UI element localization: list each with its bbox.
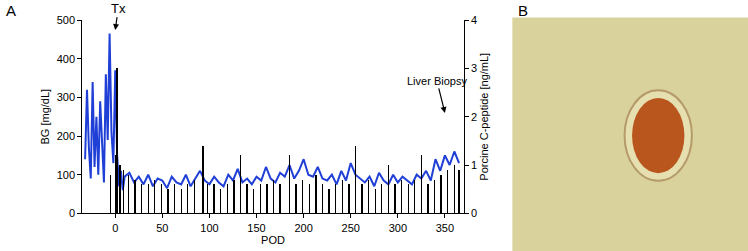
- svg-text:300: 300: [389, 222, 407, 234]
- svg-text:Tx: Tx: [111, 1, 126, 16]
- svg-text:250: 250: [342, 222, 360, 234]
- svg-text:3: 3: [471, 62, 477, 74]
- svg-text:Porcine C-peptide [ng/mL]: Porcine C-peptide [ng/mL]: [478, 53, 490, 181]
- svg-text:BG [mg/dL]: BG [mg/dL]: [39, 89, 51, 145]
- svg-text:B: B: [518, 2, 528, 19]
- svg-text:POD: POD: [261, 234, 285, 246]
- svg-text:50: 50: [156, 222, 168, 234]
- svg-text:0: 0: [69, 207, 75, 219]
- svg-text:300: 300: [57, 91, 75, 103]
- svg-text:1: 1: [471, 159, 477, 171]
- svg-text:4: 4: [471, 14, 477, 26]
- svg-text:A: A: [6, 2, 16, 19]
- svg-text:500: 500: [57, 14, 75, 26]
- svg-text:400: 400: [57, 53, 75, 65]
- svg-text:0: 0: [471, 207, 477, 219]
- svg-text:100: 100: [200, 222, 218, 234]
- svg-text:100: 100: [57, 169, 75, 181]
- svg-text:Liver Biopsy: Liver Biopsy: [407, 75, 467, 87]
- svg-text:2: 2: [471, 111, 477, 123]
- svg-text:200: 200: [294, 222, 312, 234]
- svg-text:150: 150: [247, 222, 265, 234]
- svg-text:0: 0: [112, 222, 118, 234]
- svg-text:350: 350: [436, 222, 454, 234]
- svg-text:200: 200: [57, 130, 75, 142]
